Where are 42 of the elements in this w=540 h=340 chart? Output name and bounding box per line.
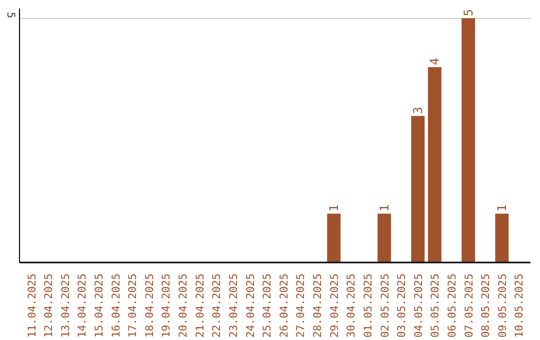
bar bbox=[428, 67, 442, 262]
x-tick-label: 22.04.2025 bbox=[210, 274, 224, 338]
x-tick-label: 23.04.2025 bbox=[226, 274, 240, 338]
x-tick-label: 28.04.2025 bbox=[311, 274, 324, 338]
x-tick-label: 13.04.2025 bbox=[58, 274, 72, 338]
bar bbox=[462, 18, 476, 262]
x-tick-label: 27.04.2025 bbox=[294, 274, 308, 338]
data-label: 1 bbox=[494, 204, 509, 212]
x-tick-label: 29.04.2025 bbox=[328, 274, 341, 338]
x-tick-label: 04.05.2025 bbox=[412, 274, 425, 338]
x-tick-label: 25.04.2025 bbox=[260, 274, 274, 338]
x-tick-label: 12.04.2025 bbox=[42, 274, 56, 338]
x-tick-label: 19.04.2025 bbox=[160, 274, 173, 338]
x-tick-label: 15.04.2025 bbox=[92, 274, 106, 338]
data-label: 1 bbox=[377, 204, 392, 212]
x-tick-label: 03.05.2025 bbox=[395, 274, 408, 338]
x-tick-label: 24.04.2025 bbox=[244, 274, 257, 338]
x-tick-label: 11.04.2025 bbox=[25, 274, 38, 338]
data-label: 4 bbox=[428, 58, 442, 66]
data-label: 1 bbox=[326, 204, 341, 212]
x-tick-label: 18.04.2025 bbox=[142, 274, 156, 338]
bar bbox=[327, 214, 341, 262]
x-tick-label: 26.04.2025 bbox=[277, 274, 290, 338]
x-tick-label: 30.04.2025 bbox=[344, 274, 358, 338]
x-tick-label: 16.04.2025 bbox=[109, 274, 122, 338]
bar bbox=[378, 214, 391, 262]
x-tick-label: 20.04.2025 bbox=[176, 274, 190, 338]
x-tick-label: 10.05.2025 bbox=[512, 274, 526, 338]
bar bbox=[495, 214, 509, 262]
x-tick-label: 05.05.2025 bbox=[428, 274, 442, 338]
x-tick-label: 09.05.2025 bbox=[496, 274, 509, 338]
x-tick-label: 02.05.2025 bbox=[378, 274, 392, 338]
bar bbox=[411, 116, 425, 262]
data-label: 3 bbox=[410, 106, 425, 114]
x-tick-label: 06.05.2025 bbox=[445, 274, 458, 338]
x-tick-label: 01.05.2025 bbox=[361, 274, 374, 338]
x-tick-label: 21.04.2025 bbox=[193, 274, 206, 338]
x-tick-label: 07.05.2025 bbox=[462, 274, 476, 338]
x-tick-label: 14.04.2025 bbox=[76, 274, 89, 338]
data-label: 5 bbox=[461, 9, 476, 16]
x-tick-label: 17.04.2025 bbox=[126, 274, 140, 338]
x-tick-label: 08.05.2025 bbox=[479, 274, 492, 338]
